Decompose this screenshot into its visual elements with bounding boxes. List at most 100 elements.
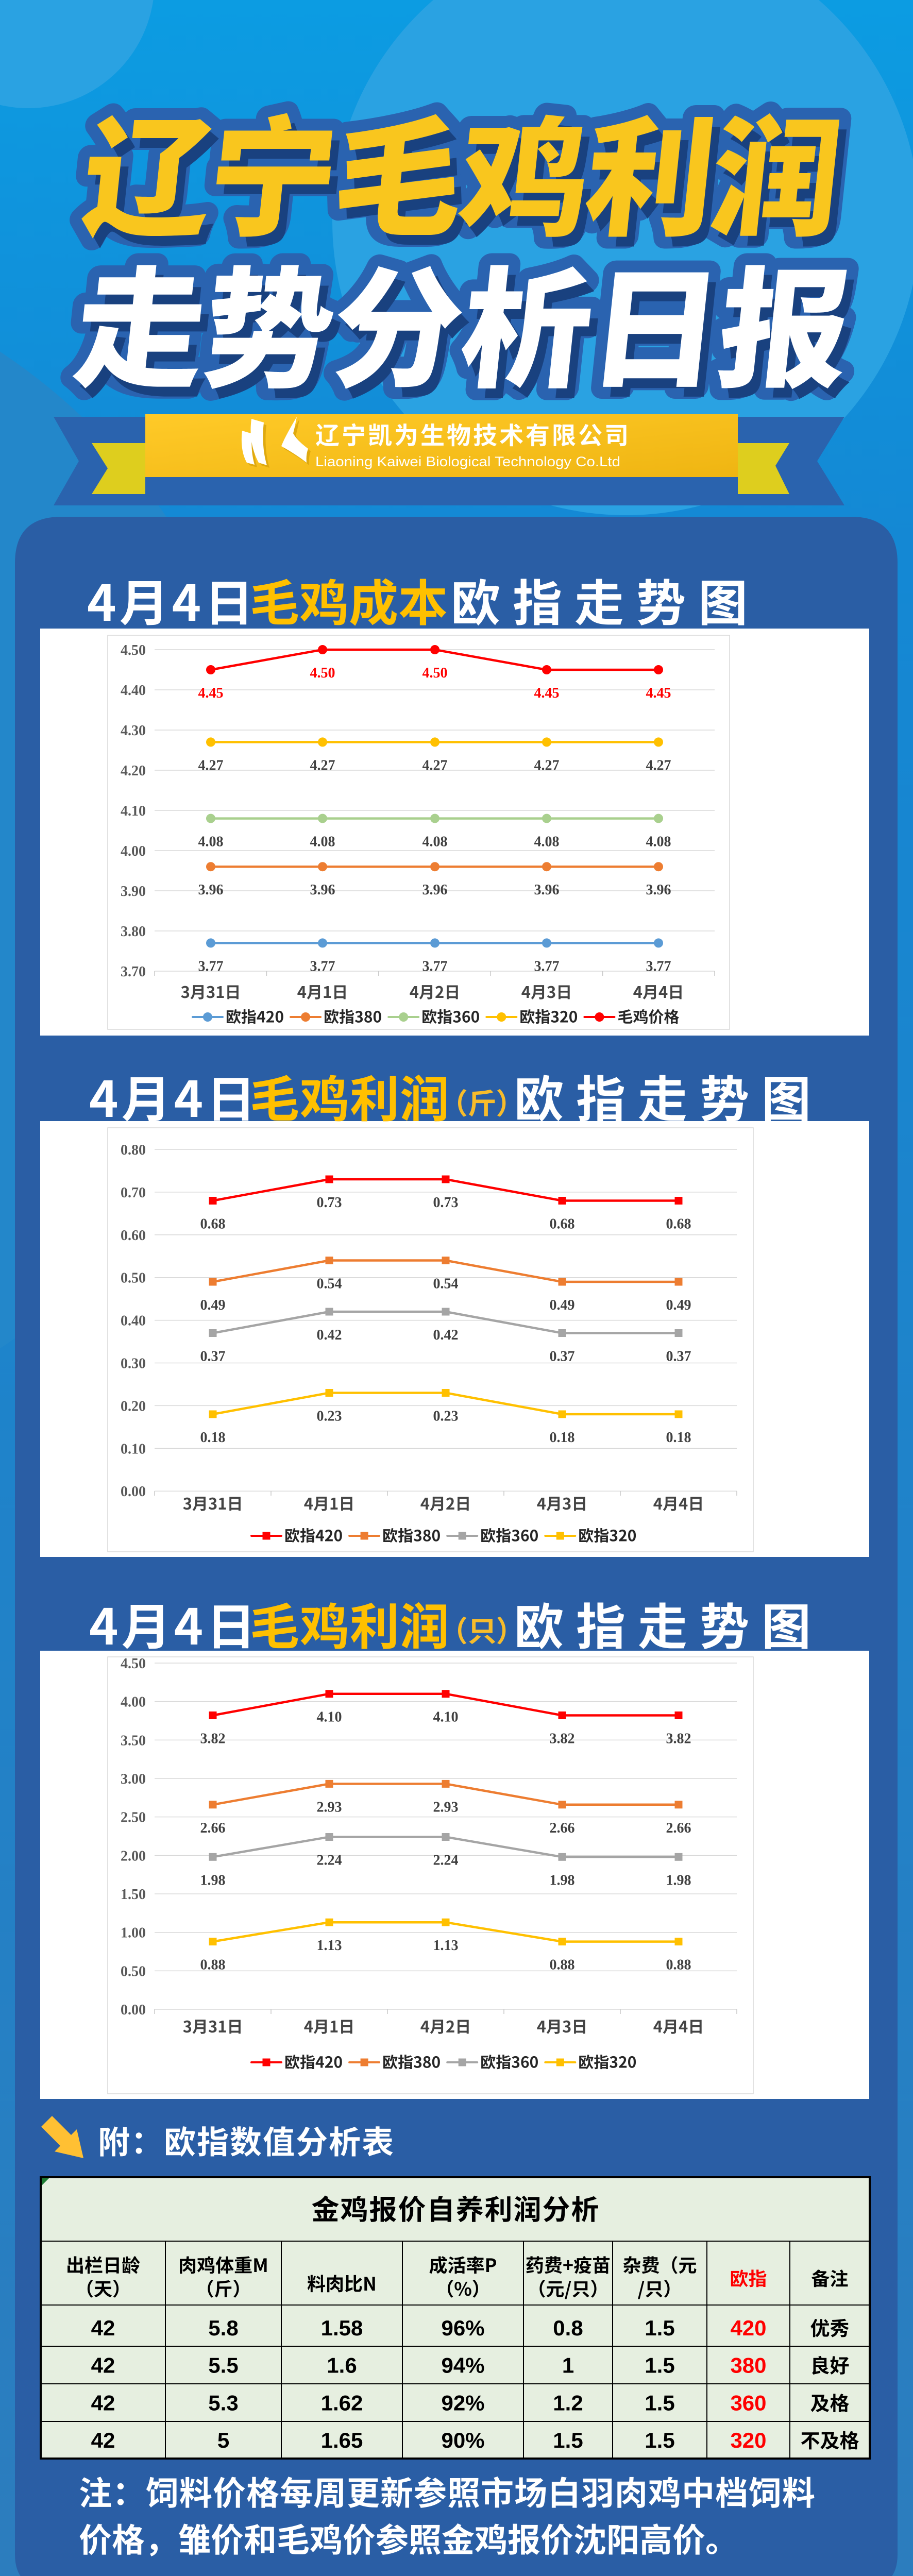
svg-text:2.93: 2.93 (433, 1799, 459, 1815)
svg-text:0.00: 0.00 (121, 2002, 146, 2018)
svg-text:0.49: 0.49 (550, 1297, 575, 1313)
svg-text:4.27: 4.27 (534, 757, 560, 773)
svg-text:2.00: 2.00 (121, 1848, 146, 1864)
svg-text:0.18: 0.18 (550, 1430, 575, 1446)
svg-text:0.68: 0.68 (666, 1216, 691, 1232)
svg-text:42: 42 (91, 2391, 115, 2415)
svg-text:3.96: 3.96 (198, 882, 224, 898)
svg-text:3.77: 3.77 (198, 958, 224, 974)
svg-text:0.8: 0.8 (553, 2316, 583, 2340)
svg-text:3.90: 3.90 (121, 884, 146, 900)
svg-text:0.18: 0.18 (200, 1430, 226, 1446)
svg-text:94%: 94% (441, 2353, 484, 2378)
svg-text:0.18: 0.18 (666, 1430, 691, 1446)
svg-text:0.73: 0.73 (433, 1195, 459, 1211)
svg-text:4.27: 4.27 (646, 757, 671, 773)
svg-text:4.00: 4.00 (121, 1694, 146, 1710)
svg-text:2.24: 2.24 (317, 1853, 342, 1869)
svg-text:4.50: 4.50 (121, 642, 146, 658)
svg-text:0.23: 0.23 (317, 1409, 342, 1425)
svg-text:0.54: 0.54 (317, 1276, 342, 1292)
svg-text:1.50: 1.50 (121, 1887, 146, 1903)
svg-text:4.10: 4.10 (121, 803, 146, 819)
svg-text:380: 380 (730, 2353, 766, 2378)
svg-text:5.3: 5.3 (208, 2391, 238, 2415)
svg-text:2.66: 2.66 (200, 1820, 226, 1836)
svg-text:1.2: 1.2 (553, 2391, 583, 2415)
svg-text:0.80: 0.80 (121, 1142, 146, 1158)
svg-text:0.70: 0.70 (121, 1185, 146, 1201)
svg-text:2.50: 2.50 (121, 1810, 146, 1826)
svg-text:3.96: 3.96 (310, 882, 335, 898)
svg-text:0.49: 0.49 (666, 1297, 691, 1313)
svg-text:42: 42 (91, 2428, 115, 2452)
svg-text:92%: 92% (441, 2391, 484, 2415)
svg-text:3.82: 3.82 (666, 1731, 691, 1747)
svg-text:1.98: 1.98 (550, 1872, 575, 1888)
svg-text:3.96: 3.96 (646, 882, 671, 898)
svg-text:3.77: 3.77 (534, 958, 560, 974)
svg-text:2.93: 2.93 (317, 1799, 342, 1815)
svg-text:Liaoning Kaiwei Biological Tec: Liaoning Kaiwei Biological Technology Co… (315, 454, 620, 469)
svg-text:4.27: 4.27 (198, 757, 224, 773)
svg-text:0.30: 0.30 (121, 1356, 146, 1372)
svg-text:1.13: 1.13 (317, 1938, 342, 1954)
svg-text:96%: 96% (441, 2316, 484, 2340)
svg-text:42: 42 (91, 2353, 115, 2378)
svg-text:0.40: 0.40 (121, 1313, 146, 1329)
svg-text:0.68: 0.68 (200, 1216, 226, 1232)
svg-text:1.00: 1.00 (121, 1925, 146, 1941)
svg-text:4.45: 4.45 (646, 685, 671, 701)
svg-text:4.00: 4.00 (121, 843, 146, 859)
svg-text:4.08: 4.08 (534, 834, 560, 850)
svg-text:0.50: 0.50 (121, 1963, 146, 1979)
svg-text:420: 420 (730, 2316, 766, 2340)
svg-text:3.77: 3.77 (646, 958, 671, 974)
svg-text:0.00: 0.00 (121, 1484, 146, 1500)
svg-text:4.50: 4.50 (422, 665, 448, 681)
svg-text:0.68: 0.68 (550, 1216, 575, 1232)
svg-text:0.10: 0.10 (121, 1441, 146, 1457)
svg-text:4.10: 4.10 (317, 1709, 342, 1725)
svg-text:3.00: 3.00 (121, 1771, 146, 1787)
svg-text:1.58: 1.58 (321, 2316, 363, 2340)
svg-text:5.5: 5.5 (208, 2353, 238, 2378)
svg-text:0.42: 0.42 (317, 1327, 342, 1343)
svg-text:1.5: 1.5 (645, 2428, 674, 2452)
svg-text:0.88: 0.88 (550, 1957, 575, 1973)
svg-text:4.27: 4.27 (422, 757, 448, 773)
svg-text:3.70: 3.70 (121, 964, 146, 980)
svg-text:1.5: 1.5 (645, 2316, 674, 2340)
svg-text:0.20: 0.20 (121, 1398, 146, 1414)
svg-text:1: 1 (562, 2353, 574, 2378)
svg-text:4.08: 4.08 (646, 834, 671, 850)
svg-text:3.77: 3.77 (310, 958, 335, 974)
svg-text:0.50: 0.50 (121, 1270, 146, 1286)
svg-text:4.45: 4.45 (198, 685, 224, 701)
svg-text:1.5: 1.5 (553, 2428, 583, 2452)
svg-text:0.88: 0.88 (666, 1957, 691, 1973)
svg-text:1.6: 1.6 (327, 2353, 357, 2378)
svg-text:2.24: 2.24 (433, 1853, 459, 1869)
svg-text:4.45: 4.45 (534, 685, 560, 701)
svg-text:5.8: 5.8 (208, 2316, 238, 2340)
svg-text:0.23: 0.23 (433, 1409, 459, 1425)
svg-text:5: 5 (217, 2428, 229, 2452)
svg-text:360: 360 (730, 2391, 766, 2415)
svg-text:0.37: 0.37 (200, 1349, 226, 1365)
svg-text:3.82: 3.82 (550, 1731, 575, 1747)
svg-text:0.88: 0.88 (200, 1957, 226, 1973)
svg-text:1.5: 1.5 (645, 2353, 674, 2378)
svg-text:0.37: 0.37 (550, 1349, 575, 1365)
svg-text:3.50: 3.50 (121, 1733, 146, 1749)
svg-text:0.37: 0.37 (666, 1349, 691, 1365)
svg-text:4.50: 4.50 (121, 1656, 146, 1672)
svg-text:3.96: 3.96 (422, 882, 448, 898)
svg-text:2.66: 2.66 (666, 1820, 691, 1836)
svg-text:4.08: 4.08 (198, 834, 224, 850)
svg-text:2.66: 2.66 (550, 1820, 575, 1836)
svg-text:1.98: 1.98 (200, 1872, 226, 1888)
svg-text:0.42: 0.42 (433, 1327, 459, 1343)
svg-text:1.62: 1.62 (321, 2391, 363, 2415)
svg-text:4.08: 4.08 (310, 834, 335, 850)
